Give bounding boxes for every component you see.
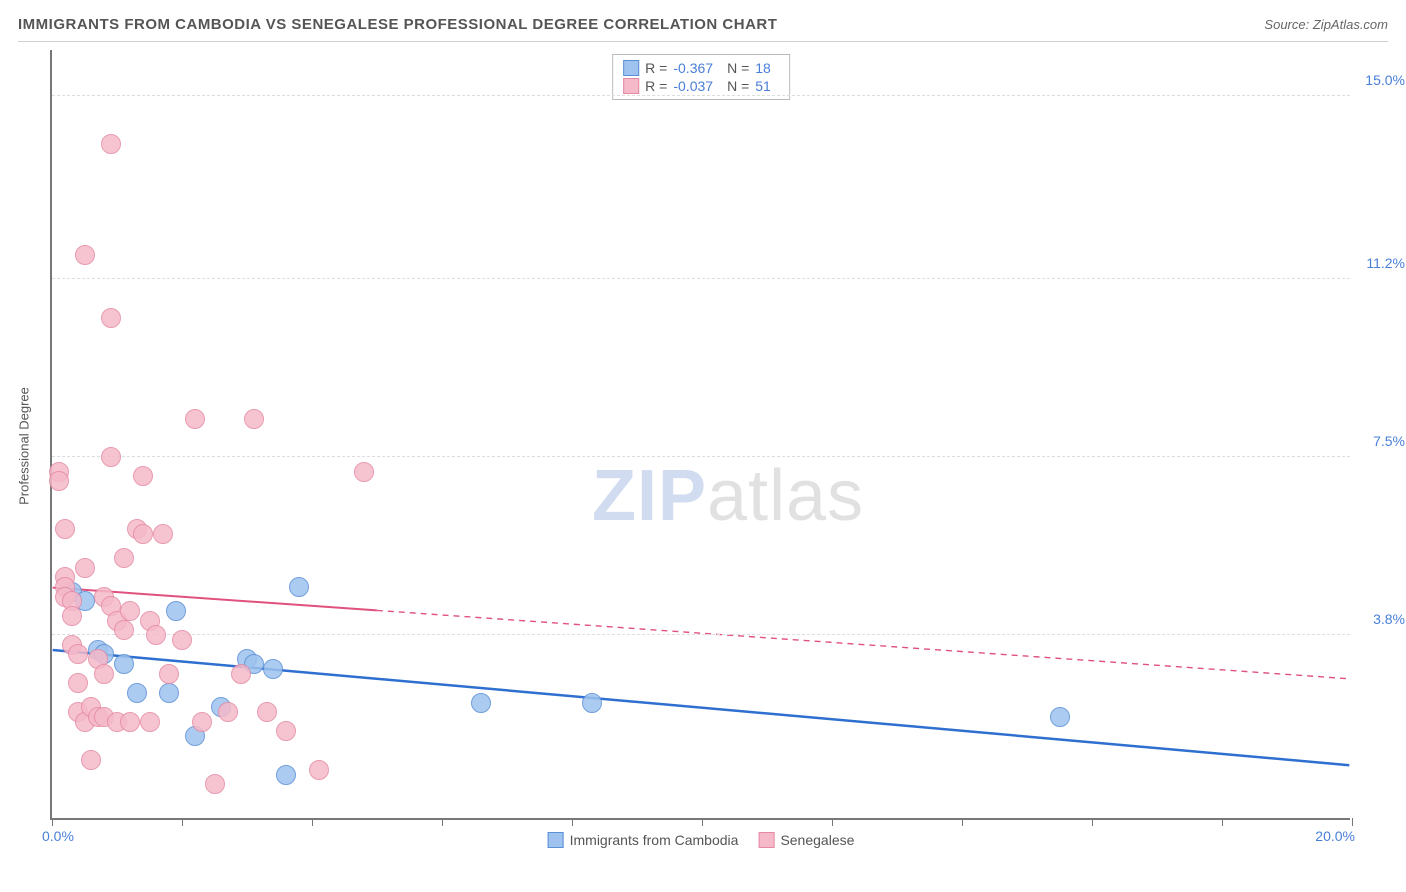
legend-series-label: Immigrants from Cambodia [570, 832, 739, 848]
source-attribution: Source: ZipAtlas.com [1264, 17, 1388, 32]
x-tick [1222, 818, 1223, 826]
watermark-atlas: atlas [707, 456, 864, 536]
scatter-point [94, 664, 114, 684]
scatter-point [114, 654, 134, 674]
scatter-point [309, 760, 329, 780]
scatter-point [153, 524, 173, 544]
scatter-point [68, 644, 88, 664]
scatter-point [75, 558, 95, 578]
scatter-point [146, 625, 166, 645]
scatter-point [276, 765, 296, 785]
y-tick-label: 3.8% [1373, 611, 1405, 627]
scatter-point [166, 601, 186, 621]
scatter-point [62, 606, 82, 626]
legend-swatch-icon [548, 832, 564, 848]
scatter-point [49, 471, 69, 491]
scatter-point [101, 308, 121, 328]
x-tick [702, 818, 703, 826]
scatter-point [127, 683, 147, 703]
scatter-point [244, 409, 264, 429]
trend-lines [52, 50, 1350, 818]
scatter-point [231, 664, 251, 684]
scatter-point [114, 548, 134, 568]
scatter-point [55, 519, 75, 539]
scatter-point [133, 466, 153, 486]
x-tick [312, 818, 313, 826]
scatter-point [75, 245, 95, 265]
legend-series-label: Senegalese [780, 832, 854, 848]
legend-swatch-icon [623, 78, 639, 94]
x-axis-min-label: 0.0% [42, 828, 74, 844]
watermark-zip: ZIP [592, 456, 707, 536]
legend-series-item: Immigrants from Cambodia [548, 832, 739, 848]
scatter-point [120, 601, 140, 621]
legend-r-label: R = [645, 60, 667, 76]
y-tick-label: 15.0% [1365, 72, 1405, 88]
legend-stats-row: R = -0.037 N = 51 [623, 77, 779, 95]
legend-r-label: R = [645, 78, 667, 94]
grid-line [52, 634, 1350, 635]
legend-n-label: N = [727, 60, 749, 76]
scatter-point [276, 721, 296, 741]
chart-title: IMMIGRANTS FROM CAMBODIA VS SENEGALESE P… [18, 16, 777, 33]
scatter-point [68, 673, 88, 693]
legend-stats-box: R = -0.367 N = 18 R = -0.037 N = 51 [612, 54, 790, 100]
scatter-point [471, 693, 491, 713]
plot-area: ZIPatlas R = -0.367 N = 18 R = -0.037 N … [50, 50, 1350, 820]
scatter-point [582, 693, 602, 713]
y-tick-label: 7.5% [1373, 433, 1405, 449]
scatter-point [192, 712, 212, 732]
scatter-point [133, 524, 153, 544]
scatter-point [354, 462, 374, 482]
scatter-point [140, 712, 160, 732]
legend-n-value: 18 [755, 60, 771, 76]
scatter-point [185, 409, 205, 429]
scatter-point [81, 750, 101, 770]
legend-r-value: -0.367 [673, 60, 713, 76]
x-tick [52, 818, 53, 826]
x-axis-max-label: 20.0% [1315, 828, 1355, 844]
grid-line [52, 456, 1350, 457]
grid-line [52, 278, 1350, 279]
legend-r-value: -0.037 [673, 78, 713, 94]
scatter-point [218, 702, 238, 722]
title-bar: IMMIGRANTS FROM CAMBODIA VS SENEGALESE P… [18, 8, 1388, 42]
legend-swatch-icon [758, 832, 774, 848]
scatter-point [101, 447, 121, 467]
legend-series-item: Senegalese [758, 832, 854, 848]
legend-n-value: 51 [755, 78, 771, 94]
scatter-point [289, 577, 309, 597]
scatter-point [205, 774, 225, 794]
x-tick [182, 818, 183, 826]
scatter-point [1050, 707, 1070, 727]
scatter-point [101, 134, 121, 154]
scatter-point [263, 659, 283, 679]
x-tick [1352, 818, 1353, 826]
source-prefix: Source: [1264, 17, 1309, 32]
scatter-point [159, 664, 179, 684]
scatter-point [120, 712, 140, 732]
x-tick [1092, 818, 1093, 826]
watermark: ZIPatlas [592, 455, 864, 537]
x-tick [832, 818, 833, 826]
grid-line [52, 95, 1350, 96]
scatter-point [257, 702, 277, 722]
scatter-point [172, 630, 192, 650]
scatter-point [159, 683, 179, 703]
y-axis-title: Professional Degree [17, 387, 32, 505]
y-tick-label: 11.2% [1366, 255, 1405, 271]
source-name: ZipAtlas.com [1313, 17, 1388, 32]
legend-series-box: Immigrants from Cambodia Senegalese [548, 832, 855, 848]
legend-swatch-icon [623, 60, 639, 76]
x-tick [572, 818, 573, 826]
x-tick [442, 818, 443, 826]
legend-n-label: N = [727, 78, 749, 94]
scatter-point [114, 620, 134, 640]
x-tick [962, 818, 963, 826]
legend-stats-row: R = -0.367 N = 18 [623, 59, 779, 77]
